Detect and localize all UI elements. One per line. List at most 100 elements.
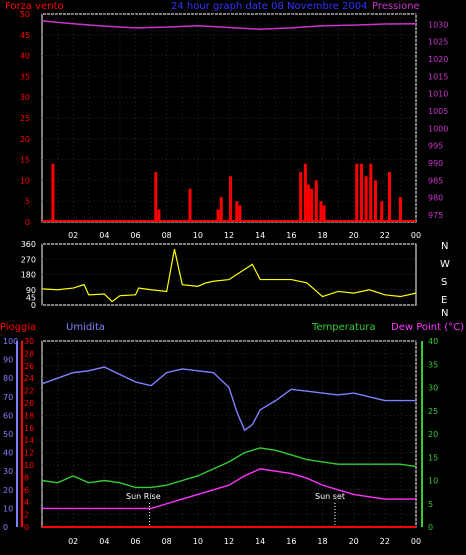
wind-bar	[398, 197, 402, 222]
pressure-line	[41, 20, 417, 31]
panel1-x-tick-label: 00	[411, 231, 421, 240]
panel1-x-tick-label: 06	[130, 231, 140, 240]
pressure-tick-label: 1015	[428, 72, 448, 81]
wind-tick-label: 30	[20, 93, 30, 102]
wind-tick-label: 0	[25, 218, 30, 227]
wind-bar	[314, 180, 318, 222]
temperature-line	[41, 447, 417, 489]
wind-bar	[216, 209, 220, 222]
humidity-tick-label: 40	[3, 449, 13, 458]
sunrise-label: Sun Rise	[126, 492, 161, 501]
wind-bar	[229, 176, 233, 222]
rain-tick-label: 2	[24, 511, 29, 520]
wind-bar	[219, 197, 223, 222]
chart-title: 24 hour graph date 08 Novembre 2004	[171, 1, 368, 12]
compass-e: E	[441, 295, 447, 306]
compass-n-top: N	[441, 241, 448, 252]
humidity-tick-label: 60	[3, 411, 13, 420]
direction-tick-label: 360	[21, 240, 36, 249]
humidity-tick-label: 20	[3, 486, 13, 495]
temperature-tick-label: 40	[428, 337, 438, 346]
wind-bar	[369, 163, 373, 222]
rain-tick-label: 18	[24, 411, 34, 420]
wind-bar	[319, 201, 323, 222]
wind-tick-label: 35	[20, 72, 30, 81]
rain-tick-label: 20	[24, 399, 34, 408]
rain-axis-title: Pioggia	[0, 322, 36, 333]
wind-bar	[364, 176, 368, 222]
temperature-tick-label: 15	[428, 453, 438, 462]
wind-bar	[380, 201, 384, 222]
wind-tick-label: 10	[20, 176, 30, 185]
pressure-tick-label: 1025	[428, 38, 448, 47]
humidity-line	[41, 366, 416, 432]
rain-tick-label: 28	[24, 349, 34, 358]
humidity-tick-label: 70	[3, 393, 13, 402]
dewpoint-line	[42, 468, 416, 510]
direction-tick-label: 45	[26, 293, 36, 302]
pressure-tick-label: 990	[428, 159, 443, 168]
rain-tick-label: 6	[24, 486, 29, 495]
panel3-x-tick-label: 16	[286, 537, 296, 546]
wind-bar	[355, 163, 359, 222]
dewpoint-title: Dew Point (°C)	[391, 322, 464, 333]
panel1-x-tick-label: 04	[99, 231, 109, 240]
direction-tick-label: 0	[31, 301, 36, 310]
wind-bar	[310, 188, 314, 222]
wind-bar	[188, 188, 192, 222]
pressure-tick-label: 1000	[428, 124, 448, 133]
panel1-x-tick-label: 14	[255, 231, 265, 240]
humidity-tick-label: 80	[3, 374, 13, 383]
rain-tick-label: 0	[24, 523, 29, 532]
compass-s: S	[441, 277, 447, 288]
humidity-tick-label: 50	[3, 430, 13, 439]
rain-tick-label: 10	[24, 461, 34, 470]
pressure-tick-label: 985	[428, 176, 443, 185]
wind-bar	[373, 180, 377, 222]
wind-bar	[157, 209, 161, 222]
direction-tick-label: 90	[26, 286, 36, 295]
panel1-x-tick-label: 08	[162, 231, 172, 240]
humidity-axis-title: Umidita	[66, 322, 105, 333]
rain-tick-label: 22	[24, 387, 34, 396]
wind-bar	[238, 205, 242, 222]
humidity-tick-label: 0	[3, 523, 8, 532]
wind-tick-label: 50	[20, 10, 30, 19]
wind-tick-label: 5	[25, 197, 30, 206]
panel3-x-tick-label: 06	[130, 537, 140, 546]
pressure-tick-label: 995	[428, 142, 443, 151]
panel3-x-tick-label: 10	[193, 537, 203, 546]
pressure-tick-label: 1020	[428, 55, 448, 64]
sunset-label: Sun set	[315, 492, 345, 501]
temperature-tick-label: 20	[428, 430, 438, 439]
temperature-tick-label: 30	[428, 384, 438, 393]
wind-axis-title: Forza vento	[5, 1, 64, 12]
temperature-tick-label: 25	[428, 407, 438, 416]
wind-bar	[306, 184, 310, 222]
rain-tick-label: 4	[24, 498, 29, 507]
wind-bar	[303, 163, 307, 222]
wind-tick-label: 15	[20, 156, 30, 165]
panel1-x-tick-label: 02	[68, 231, 78, 240]
temperature-title: Temperatura	[311, 322, 376, 333]
rain-tick-label: 26	[24, 362, 34, 371]
direction-tick-label: 180	[21, 271, 36, 280]
wind-bar	[299, 172, 303, 222]
humidity-tick-label: 10	[3, 504, 13, 513]
wind-bar	[359, 163, 363, 222]
wind-bar	[388, 172, 392, 222]
wind-tick-label: 40	[20, 52, 30, 61]
panel3-x-tick-label: 12	[224, 537, 234, 546]
panel3-x-tick-label: 18	[317, 537, 327, 546]
humidity-tick-label: 100	[3, 337, 18, 346]
rain-tick-label: 16	[24, 424, 34, 433]
pressure-tick-label: 980	[428, 194, 443, 203]
pressure-tick-label: 1005	[428, 107, 448, 116]
direction-line	[41, 248, 417, 303]
wind-tick-label: 45	[20, 31, 30, 40]
pressure-axis-title: Pressione	[372, 1, 420, 12]
wind-tick-label: 20	[20, 135, 30, 144]
temperature-tick-label: 10	[428, 477, 438, 486]
panel3-x-tick-label: 04	[99, 537, 109, 546]
wind-bar	[154, 172, 158, 222]
